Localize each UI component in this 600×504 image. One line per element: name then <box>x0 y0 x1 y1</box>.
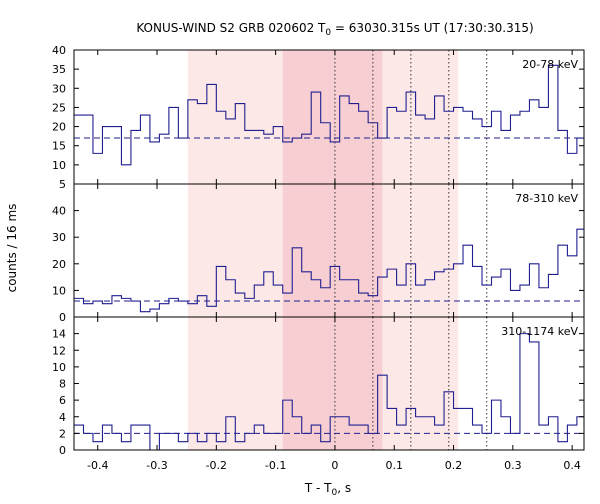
y-tick-label: 15 <box>52 140 66 153</box>
x-axis-label-main: T - T <box>304 481 332 495</box>
chart-title: KONUS-WIND S2 GRB 020602 T0 = 63030.315s… <box>136 21 533 38</box>
y-tick-label: 20 <box>52 258 66 271</box>
y-tick-label: 10 <box>52 284 66 297</box>
y-tick-label: 12 <box>52 344 66 357</box>
chart-title-main: KONUS-WIND S2 GRB 020602 T <box>136 21 326 35</box>
y-tick-label: 40 <box>52 205 66 218</box>
x-tick-label: -0.1 <box>265 459 286 472</box>
y-tick-label: 25 <box>52 101 66 114</box>
count-histogram <box>74 333 584 451</box>
count-histogram <box>74 228 584 313</box>
chart-title-subscript: 0 <box>325 28 331 38</box>
y-tick-label: 14 <box>52 328 66 341</box>
panel-energy-label: 78-310 keV <box>515 192 578 205</box>
x-tick-label: 0.4 <box>563 459 581 472</box>
x-axis-label-rest: , s <box>337 481 351 495</box>
shaded-interval-2 <box>282 317 383 450</box>
y-tick-label: 2 <box>59 427 66 440</box>
y-tick-label: 20 <box>52 121 66 134</box>
y-tick-label: 8 <box>59 378 66 391</box>
x-tick-label: -0.4 <box>87 459 108 472</box>
y-tick-label: 0 <box>59 311 66 324</box>
y-tick-label: 10 <box>52 361 66 374</box>
y-tick-label: 30 <box>52 231 66 244</box>
x-tick-label: -0.3 <box>146 459 167 472</box>
x-tick-label: 0.2 <box>445 459 463 472</box>
x-axis-label-subscript: 0 <box>332 488 338 498</box>
y-tick-label: 0 <box>59 444 66 457</box>
y-tick-label: 10 <box>52 159 66 172</box>
y-tick-label: 30 <box>52 82 66 95</box>
x-tick-label: 0.3 <box>504 459 522 472</box>
panel-energy-label: 310-1174 keV <box>501 325 578 338</box>
y-tick-label: 40 <box>52 44 66 57</box>
count-histogram <box>74 64 584 166</box>
x-tick-label: 0 <box>331 459 338 472</box>
y-tick-label: 5 <box>59 178 66 191</box>
x-tick-label: -0.2 <box>206 459 227 472</box>
shaded-interval-2 <box>282 184 383 317</box>
y-tick-label: 35 <box>52 63 66 76</box>
shaded-interval-2 <box>282 50 383 184</box>
y-tick-label: 4 <box>59 411 66 424</box>
panel-energy-label: 20-78 keV <box>522 58 578 71</box>
y-tick-label: 6 <box>59 394 66 407</box>
x-axis-label: T - T0, s <box>304 481 351 498</box>
x-tick-label: 0.1 <box>385 459 403 472</box>
chart-title-rest: = 63030.315s UT (17:30:30.315) <box>331 21 534 35</box>
y-axis-label: counts / 16 ms <box>5 204 19 293</box>
